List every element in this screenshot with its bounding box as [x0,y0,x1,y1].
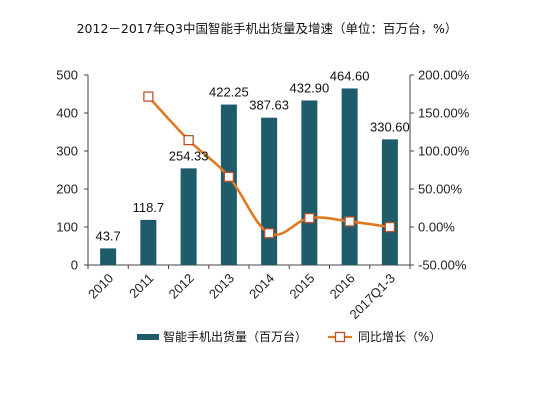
y-right-tick-label: 200.00% [418,68,470,83]
y-left-tick-label: 400 [56,106,78,121]
growth-marker [183,134,194,146]
x-tick-label: 2012 [166,271,197,302]
bar [301,100,318,265]
legend-label-growth: 同比增长（%） [358,330,441,344]
x-tick-label: 2015 [286,271,317,302]
y-right-tick-label: 100.00% [418,144,470,159]
bar-data-label: 422.25 [209,85,249,100]
legend-swatch-marker [334,331,346,343]
legend-swatch-bar [137,334,159,340]
bar-data-label: 118.7 [133,200,165,215]
bar-data-label: 43.7 [95,228,120,243]
legend-label-shipments: 智能手机出货量（百万台） [163,329,307,344]
y-left-tick-label: 200 [56,182,78,197]
bars-group [100,88,398,266]
y-left-tick-label: 300 [56,144,78,159]
bar-data-label: 254.33 [169,148,209,163]
bar [261,117,278,266]
x-tick-label: 2013 [206,271,237,302]
x-tick-label: 2010 [85,271,116,302]
growth-marker [143,91,154,102]
bar [341,88,358,266]
growth-marker [384,221,396,233]
y-left-tick-label: 500 [56,68,78,83]
bar-data-label: 387.63 [249,98,289,113]
bar-data-label: 432.90 [289,80,329,95]
y-right-tick-label: 50.00% [418,182,463,197]
chart-title: 2012－2017年Q3中国智能手机出货量及增速（单位：百万台，%） [76,21,458,36]
growth-marker [263,228,275,239]
bar [140,219,157,265]
x-tick-label: 2011 [126,271,156,301]
bar [381,139,398,265]
y-right-tick-label: 150.00% [418,106,470,121]
bar [220,104,237,265]
y-left-tick-label: 100 [56,220,78,235]
bar-data-label: 464.60 [330,68,370,83]
bar-data-label: 330.60 [370,119,410,134]
growth-line-group [143,91,396,239]
growth-marker [344,216,355,227]
y-left-tick-label: 0 [71,258,78,273]
x-tick-label: 2014 [246,271,277,302]
bar [100,248,117,265]
x-tick-label: 2016 [327,271,358,302]
y-right-tick-label: 0.00% [418,220,455,235]
legend: 智能手机出货量（百万台） 同比增长（%） [137,329,441,344]
y-right-tick-label: -50.00% [418,258,467,273]
growth-marker [304,212,315,224]
bar [180,168,197,265]
growth-marker [223,171,235,182]
